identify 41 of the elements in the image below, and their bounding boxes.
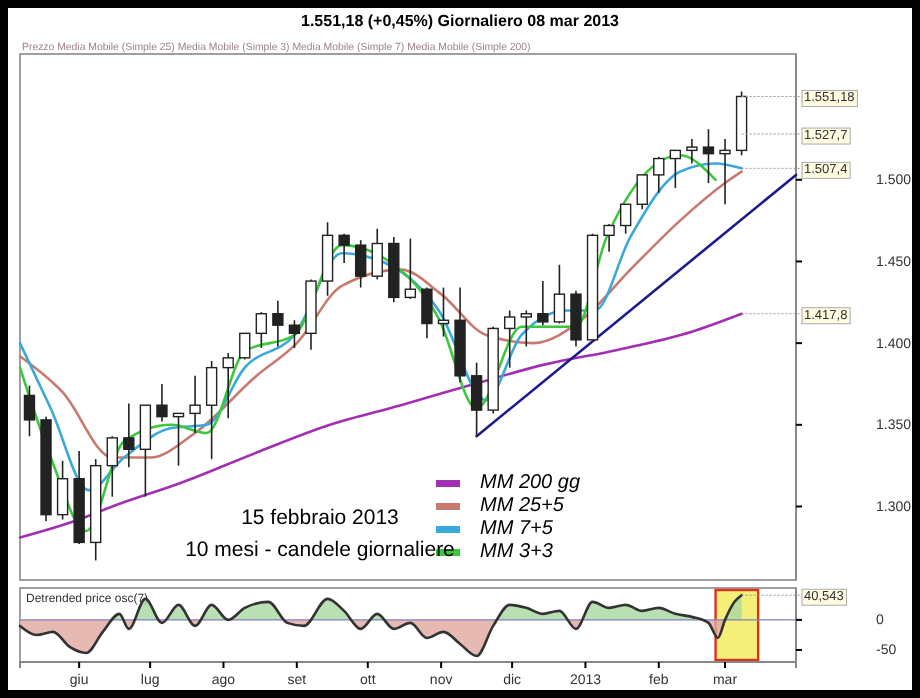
candlestick (106, 435, 118, 498)
annotation: 15 febbraio 2013 (241, 506, 400, 530)
legend-label: MM 7+5 (480, 518, 554, 540)
candlestick (156, 383, 168, 423)
candlestick (421, 286, 433, 340)
candlestick (719, 138, 731, 206)
candlestick (222, 352, 234, 420)
candlestick (537, 280, 549, 326)
candlestick (702, 128, 715, 184)
candlestick (189, 375, 201, 434)
candlestick (686, 138, 698, 165)
candlestick (354, 239, 367, 289)
candlestick (205, 360, 218, 460)
annotation: 10 mesi - candele giornaliere (185, 538, 456, 562)
candlestick (255, 311, 268, 349)
candlestick (603, 223, 615, 253)
legend-label: MM 3+3 (480, 541, 554, 563)
candlestick (139, 404, 152, 498)
candlestick (504, 309, 516, 369)
candlestick (520, 309, 532, 348)
candlestick (23, 384, 36, 438)
candlestick (570, 290, 582, 348)
legend-label: MM 200 gg (480, 472, 581, 494)
candlestick (338, 232, 350, 264)
candlestick (636, 174, 648, 210)
candlestick (553, 263, 566, 325)
candlestick (470, 361, 483, 438)
candlestick (371, 227, 383, 281)
candlestick (288, 319, 301, 349)
candlestick (321, 221, 334, 297)
candlestick (653, 156, 665, 194)
candlestick (239, 332, 251, 361)
candlestick (56, 459, 69, 521)
line-series (18, 312, 743, 539)
candlestick (123, 402, 135, 469)
chart-title: 1.551,18 (+0,45%) Giornaliero 08 mar 2013 (301, 12, 621, 30)
candlestick (619, 203, 632, 235)
candlestick (272, 299, 284, 348)
candlestick (404, 237, 417, 300)
candlestick (669, 149, 682, 189)
legend-label: MM 25+5 (480, 495, 565, 517)
